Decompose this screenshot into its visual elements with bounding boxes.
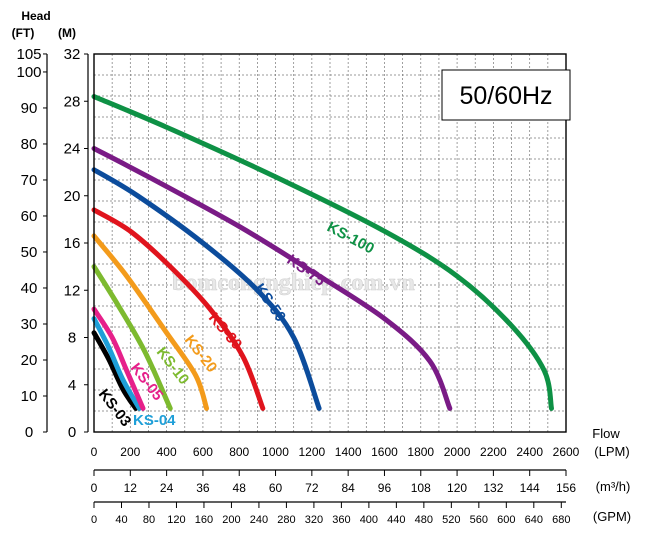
m3h-tick-label: 120 [447, 481, 467, 495]
gpm-tick-label: 560 [470, 514, 488, 526]
ft-unit: (FT) [12, 26, 35, 40]
lpm-tick-label: 1400 [335, 445, 362, 459]
frequency-label: 50/60Hz [459, 82, 552, 110]
m3h-tick-label: 96 [378, 481, 392, 495]
gpm-tick-label: 120 [167, 514, 185, 526]
curve-ks-20 [91, 233, 210, 411]
curve-ks-05 [91, 306, 146, 411]
m-tick-label: 24 [64, 141, 81, 158]
m3h-unit: (m³/h) [596, 479, 631, 494]
m3h-tick-label: 108 [411, 481, 431, 495]
ft-tick-label: 105 [16, 46, 41, 63]
m3h-tick-label: 132 [483, 481, 503, 495]
ft-tick-label: 40 [21, 280, 38, 297]
plot-border [93, 53, 567, 433]
gpm-tick-label: 400 [360, 514, 378, 526]
m3h-tick-label: 156 [556, 481, 576, 495]
gpm-tick-label: 480 [415, 514, 433, 526]
gpm-tick-label: 160 [195, 514, 213, 526]
gpm-tick-label: 440 [387, 514, 405, 526]
lpm-tick-label: 800 [229, 445, 249, 459]
curve-ks-50 [91, 167, 322, 411]
gpm-tick-label: 40 [115, 514, 127, 526]
lpm-tick-label: 1000 [262, 445, 289, 459]
m3h-tick-label: 60 [269, 481, 283, 495]
ft-tick-label: 70 [21, 172, 38, 189]
lpm-tick-label: 200 [120, 445, 140, 459]
y-axes: Head (FT) (M) 32282420161284010510090807… [12, 9, 89, 441]
lpm-tick-label: 600 [193, 445, 213, 459]
lpm-tick-label: 400 [157, 445, 177, 459]
gpm-tick-label: 360 [332, 514, 350, 526]
m3h-tick-label: 144 [520, 481, 540, 495]
plot-frame [93, 53, 567, 433]
m3h-tick-label: 48 [233, 481, 247, 495]
lpm-tick-label: 1200 [298, 445, 325, 459]
gpm-unit: (GPM) [593, 509, 631, 524]
pump-curves [91, 94, 554, 411]
lpm-tick-label: 2600 [553, 445, 580, 459]
curve-ks-30 [91, 207, 266, 411]
gpm-tick-label: 520 [442, 514, 460, 526]
lpm-tick-label: 2000 [444, 445, 471, 459]
watermark: bomcongnghiep.com.vn [172, 270, 415, 296]
gpm-tick-label: 0 [91, 514, 97, 526]
ft-tick-label: 30 [21, 316, 38, 333]
m-tick-label: 8 [68, 330, 76, 347]
ft-tick-label: 60 [21, 208, 38, 225]
m-tick-label: 0 [68, 424, 76, 441]
m-tick-label: 12 [64, 282, 81, 299]
x-axes: Flow (LPM) (m³/h) (GPM) 0 200 400 600 800 100… [91, 426, 631, 526]
head-label: Head [21, 9, 50, 23]
m-tick-label: 20 [64, 188, 81, 205]
ft-tick-label: 100 [16, 64, 41, 81]
curve-ks-10 [91, 264, 173, 411]
m3h-tick-label: 36 [196, 481, 210, 495]
lpm-tick-label: 2400 [516, 445, 543, 459]
m3h-tick-label: 0 [91, 481, 98, 495]
ft-tick-label: 80 [21, 136, 38, 153]
ft-tick-label: 20 [21, 352, 38, 369]
m3h-tick-label: 84 [341, 481, 355, 495]
lpm-tick-label: 2200 [480, 445, 507, 459]
ft-tick-label: 10 [21, 388, 38, 405]
m-tick-label: 16 [64, 235, 81, 252]
m-tick-label: 4 [68, 377, 76, 394]
curve-ks-75 [91, 146, 453, 411]
gpm-tick-label: 80 [143, 514, 155, 526]
gpm-tick-label: 240 [250, 514, 268, 526]
curve-label-ks-04: KS-04 [133, 412, 176, 429]
gpm-tick-label: 600 [497, 514, 515, 526]
lpm-tick-label: 1800 [407, 445, 434, 459]
m-tick-label: 32 [64, 46, 81, 63]
gpm-tick-label: 680 [552, 514, 570, 526]
m3h-tick-label: 24 [160, 481, 174, 495]
lpm-tick-label: 1600 [371, 445, 398, 459]
curve-ks-03 [91, 330, 139, 411]
gpm-tick-label: 200 [222, 514, 240, 526]
m3h-tick-label: 12 [124, 481, 138, 495]
m3h-tick-label: 72 [305, 481, 319, 495]
gpm-tick-label: 280 [277, 514, 295, 526]
curve-ks-04 [91, 316, 142, 411]
ft-tick-label: 0 [25, 424, 33, 441]
ft-tick-label: 90 [21, 100, 38, 117]
frequency-box: 50/60Hz [441, 69, 571, 121]
flow-label: Flow [592, 426, 620, 441]
gpm-tick-label: 320 [305, 514, 323, 526]
gpm-tick-label: 640 [525, 514, 543, 526]
m-tick-label: 28 [64, 93, 81, 110]
lpm-tick-label: 0 [91, 445, 98, 459]
ft-tick-label: 50 [21, 244, 38, 261]
lpm-unit: (LPM) [594, 444, 629, 459]
m-unit: (M) [58, 26, 76, 40]
curve-ks-100 [91, 94, 554, 411]
